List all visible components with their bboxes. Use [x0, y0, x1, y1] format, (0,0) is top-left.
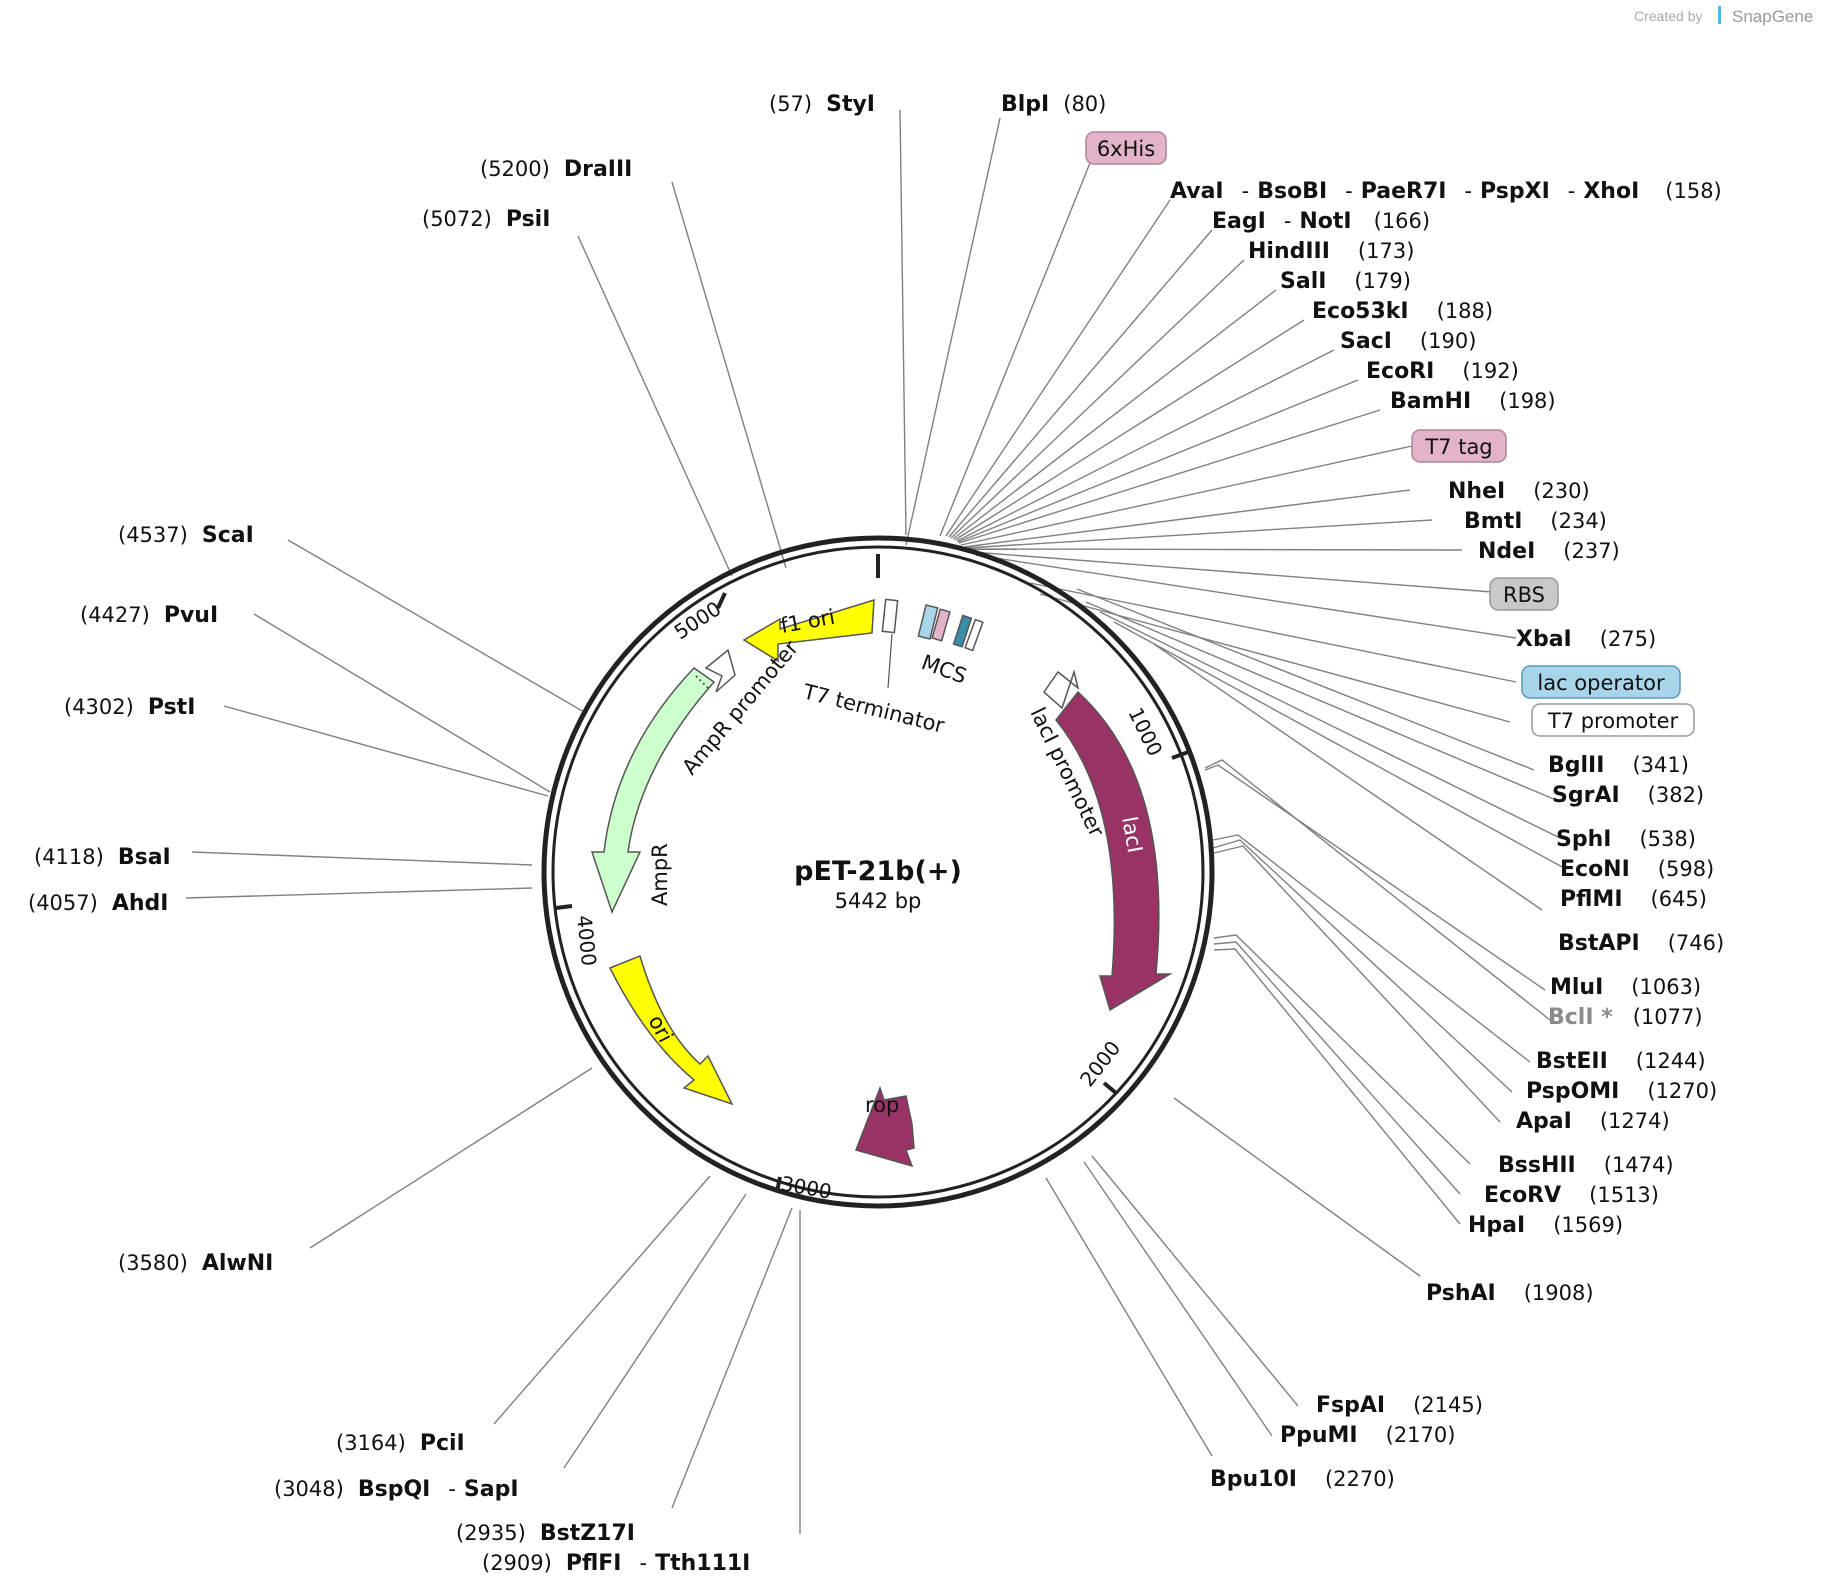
site-ecorv: EcoRV (1513) — [1484, 1183, 1659, 1208]
t7-promoter-badge — [1531, 703, 1695, 737]
site-hindiii: HindIII (173) — [1248, 239, 1414, 264]
his-tag-badge — [1085, 131, 1167, 165]
ampr-promoter-arrow — [704, 648, 736, 693]
rop-label: rop — [865, 1093, 899, 1117]
t7-promoter-box — [964, 618, 984, 652]
site-bstz17i: (2935) BstZ17I — [456, 1521, 635, 1546]
tick-label-4000: 4000 — [572, 914, 601, 967]
site-sali: SalI (179) — [1280, 269, 1411, 294]
ampr-label: AmpR — [648, 843, 672, 906]
site-xbai: XbaI (275) — [1516, 627, 1656, 652]
plasmid-size: 5442 bp — [835, 889, 922, 913]
lac-operator-label: lac operator — [1537, 671, 1665, 695]
site-styi: (57) StyI — [769, 92, 875, 117]
ori-arrow — [608, 954, 734, 1106]
site-hpai: HpaI (1569) — [1468, 1213, 1623, 1238]
snapgene-watermark: Created by SnapGene — [1634, 6, 1813, 26]
t7-terminator-pointer — [887, 633, 893, 689]
site-sapi-group: (3048) BspQI - SapI — [274, 1477, 519, 1502]
site-noti-group: EagI - NotI (166) — [1212, 209, 1430, 234]
site-draiii: (5200) DraIII — [480, 157, 632, 182]
site-ppumi: PpuMI (2170) — [1280, 1423, 1455, 1448]
site-bglii: BglII (341) — [1548, 753, 1689, 778]
t7-terminator-box — [881, 598, 899, 634]
site-labels-left: (4537) ScaI (4427) PvuI (4302) PstI (4118) B… — [28, 523, 750, 1576]
t7-tag-label: T7 tag — [1424, 435, 1492, 459]
lac-operator-badge — [1521, 665, 1681, 699]
site-blpi: BlpI (80) — [1001, 92, 1106, 117]
laci-promoter-arrow — [1043, 669, 1080, 710]
site-bstapi: BstAPI (746) — [1558, 931, 1724, 956]
site-pflmi: PflMI (645) — [1560, 887, 1707, 912]
mcs-label: MCS — [918, 650, 970, 688]
center-label: pET-21b(+) 5442 bp — [794, 856, 962, 913]
site-ecori: EcoRI (192) — [1366, 359, 1519, 384]
site-bamhi: BamHI (198) — [1390, 389, 1556, 414]
his-tag-label: 6xHis — [1097, 137, 1155, 161]
site-psti: (4302) PstI — [64, 695, 195, 720]
site-scai: (4537) ScaI — [118, 523, 254, 548]
t7-tag-badge — [1411, 429, 1507, 463]
site-saci: SacI (190) — [1340, 329, 1476, 354]
site-bpu10i: Bpu10I (2270) — [1210, 1467, 1395, 1492]
site-eco53ki: Eco53kI (188) — [1312, 299, 1493, 324]
site-xhoi-group: AvaI - BsoBI - PaeR7I - PspXI - XhoI (158) — [1170, 179, 1722, 204]
site-labels-right: (57) StyI BlpI (80) (5200) DraIII (5072) Psi… — [422, 92, 1724, 1492]
site-bcli: BclI * (1077) — [1548, 1005, 1703, 1030]
site-sgrai: SgrAI (382) — [1552, 783, 1704, 808]
site-ndei: NdeI (237) — [1478, 539, 1620, 564]
site-pshai: PshAI (1908) — [1426, 1281, 1594, 1306]
snapgene-logo-icon — [1718, 6, 1721, 24]
site-nhei: NheI (230) — [1448, 479, 1590, 504]
rbs-label: RBS — [1503, 583, 1545, 607]
watermark-brand: SnapGene — [1732, 7, 1813, 26]
site-pspomi: PspOMI (1270) — [1526, 1079, 1717, 1104]
tick-label-2000: 2000 — [1075, 1036, 1125, 1091]
ampr-promoter-label: AmpR promoter — [677, 636, 803, 780]
rop-arrow — [855, 1085, 915, 1168]
laci-arrow — [1055, 690, 1173, 1012]
backbone — [541, 535, 1215, 1209]
f1-ori-arrow — [742, 598, 875, 663]
site-mlui: MluI (1063) — [1550, 975, 1701, 1000]
site-tth111i-group: (2909) PflFI - Tth111I — [482, 1551, 750, 1576]
mcs-box — [917, 604, 939, 640]
site-bmti: BmtI (234) — [1464, 509, 1607, 534]
site-bsshii: BssHII (1474) — [1498, 1153, 1674, 1178]
tag-box — [931, 608, 951, 642]
site-pcii: (3164) PciI — [336, 1431, 465, 1456]
watermark-created-by: Created by — [1634, 8, 1702, 24]
plasmid-name: pET-21b(+) — [794, 856, 962, 887]
site-econi: EcoNI (598) — [1560, 857, 1714, 882]
site-apai: ApaI (1274) — [1516, 1109, 1670, 1134]
site-bsai: (4118) BsaI — [34, 845, 171, 870]
site-sphi: SphI (538) — [1556, 827, 1696, 852]
site-ahdi: (4057) AhdI — [28, 891, 168, 916]
site-fspai: FspAI (2145) — [1316, 1393, 1483, 1418]
t7-promoter-label: T7 promoter — [1547, 709, 1679, 733]
rbs-badge — [1489, 577, 1559, 611]
t7-terminator-label: T7 terminator — [800, 679, 947, 738]
lac-operator-box — [952, 614, 973, 648]
boxed-labels: 6xHis T7 tag RBS lac operator T7 promote… — [1085, 131, 1695, 737]
site-bsteii: BstEII (1244) — [1536, 1049, 1706, 1074]
tick-label-3000: 3000 — [779, 1171, 833, 1203]
leader-lines — [185, 109, 1565, 1534]
ampr-arrow — [590, 667, 716, 915]
site-pvui: (4427) PvuI — [80, 603, 218, 628]
site-alwni: (3580) AlwNI — [118, 1251, 273, 1276]
site-psii: (5072) PsiI — [422, 207, 550, 232]
ampr-dotted-mark — [695, 675, 711, 691]
